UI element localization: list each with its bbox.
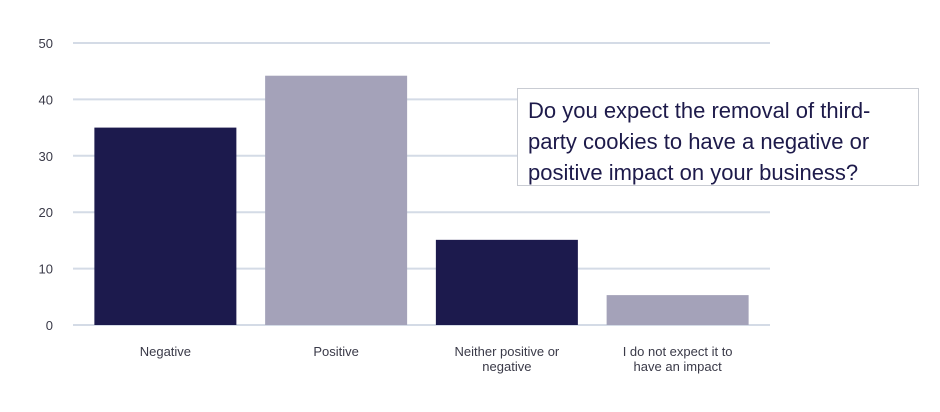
y-tick-label: 10: [39, 262, 53, 277]
chart-title-line: Do you expect the removal of third-: [528, 98, 871, 123]
y-tick-label: 40: [39, 92, 53, 107]
chart-title-box: Do you expect the removal of third- part…: [517, 88, 919, 186]
x-tick-label: Negative: [140, 344, 191, 359]
bar: [94, 127, 237, 325]
y-tick-label: 20: [39, 205, 53, 220]
chart-title-line: positive impact on your business?: [528, 160, 859, 185]
y-axis-ticks: 0 10 20 30 40 50: [39, 36, 53, 333]
bars: [94, 75, 749, 325]
x-tick-label: Neither positive or negative: [454, 344, 559, 374]
x-tick-label: I do not expect it to have an impact: [623, 344, 733, 374]
y-tick-label: 0: [46, 318, 53, 333]
bar: [265, 75, 408, 325]
chart-title-line: party cookies to have a negative or: [528, 129, 870, 154]
bar: [606, 295, 749, 325]
bar: [435, 239, 578, 325]
x-tick-label: Positive: [313, 344, 359, 359]
x-axis-labels: Negative Positive Neither positive or negat…: [140, 344, 733, 374]
y-tick-label: 50: [39, 36, 53, 51]
y-tick-label: 30: [39, 149, 53, 164]
